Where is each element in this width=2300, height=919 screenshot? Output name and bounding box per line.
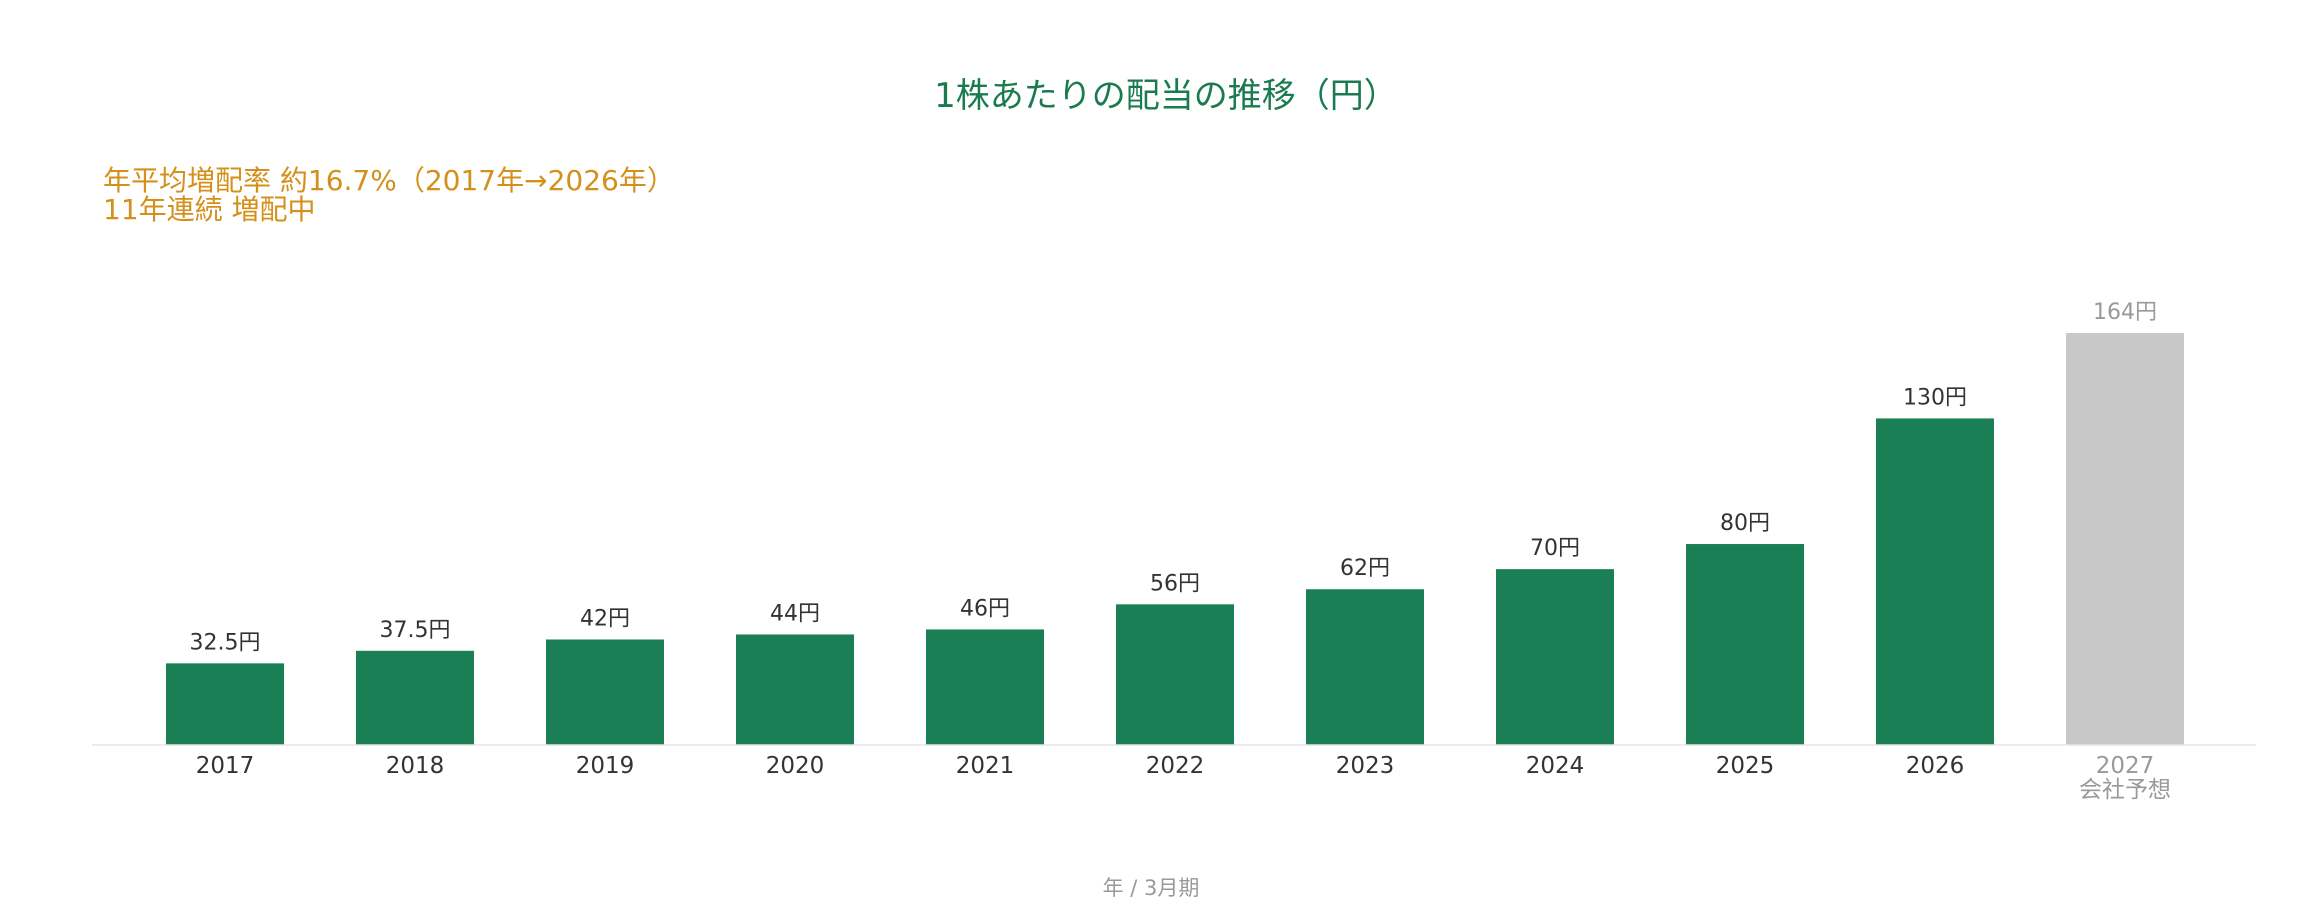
bar-value-label-2019: 42円 (580, 606, 630, 631)
bar-2020 (736, 634, 854, 745)
bar-value-label-2025: 80円 (1720, 511, 1770, 536)
bar-value-label-2017: 32.5円 (190, 630, 261, 655)
x-tick-note-2027: 会社予想 (2079, 777, 2171, 803)
bar-value-label-2021: 46円 (960, 596, 1010, 621)
x-tick-label-2023: 2023 (1336, 753, 1395, 779)
bar-2018 (356, 650, 474, 745)
x-tick-label-2017: 2017 (196, 753, 255, 779)
bar-value-label-2023: 62円 (1340, 556, 1390, 581)
bars-group: 32.5円 37.5円 42円 44円 46円 56円 62円 70円 80円 130円 164円 (166, 300, 2184, 745)
bar-2026 (1876, 418, 1994, 745)
x-tick-label-2027: 2027 (2096, 753, 2155, 779)
bar-value-label-2027: 164円 (2093, 300, 2157, 325)
bar-value-label-2026: 130円 (1903, 385, 1967, 410)
x-tick-label-2020: 2020 (766, 753, 825, 779)
bar-value-label-2018: 37.5円 (380, 618, 451, 643)
x-tick-label-2026: 2026 (1906, 753, 1965, 779)
x-tick-label-2022: 2022 (1146, 753, 1205, 779)
growth-rate-annotation: 年平均増配率 約16.7%（2017年→2026年） (103, 164, 675, 197)
bar-value-label-2022: 56円 (1150, 571, 1200, 596)
x-tick-label-2024: 2024 (1526, 753, 1585, 779)
consecutive-increase-annotation: 11年連続 増配中 (103, 193, 316, 226)
x-tick-label-2021: 2021 (956, 753, 1015, 779)
bar-2025 (1686, 544, 1804, 745)
x-tick-labels: 2017 2018 2019 2020 2021 2022 2023 2024 2025 2026… (196, 753, 2171, 803)
bar-2027 (2066, 333, 2184, 745)
bar-value-label-2024: 70円 (1530, 536, 1580, 561)
x-axis-label: 年 / 3月期 (1103, 876, 1200, 900)
bar-2017 (166, 663, 284, 745)
bar-value-label-2020: 44円 (770, 601, 820, 626)
x-tick-label-2018: 2018 (386, 753, 445, 779)
x-tick-label-2025: 2025 (1716, 753, 1775, 779)
chart-title: 1株あたりの配当の推移（円） (934, 76, 1398, 116)
bar-2021 (926, 629, 1044, 745)
bar-2019 (546, 639, 664, 745)
bar-2024 (1496, 569, 1614, 745)
x-tick-label-2019: 2019 (576, 753, 635, 779)
bar-2023 (1306, 589, 1424, 745)
bar-2022 (1116, 604, 1234, 745)
